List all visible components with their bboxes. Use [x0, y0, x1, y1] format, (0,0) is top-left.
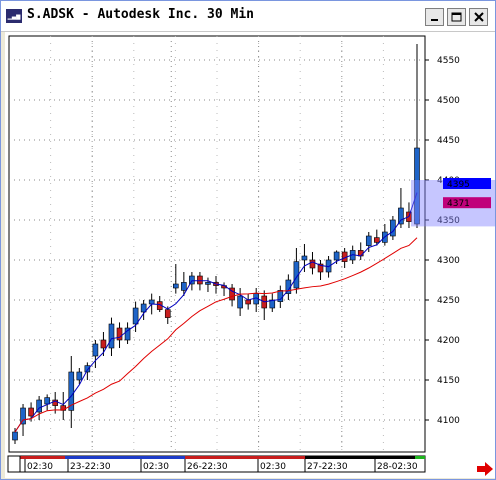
candle-body	[20, 407, 26, 425]
candle-body	[116, 327, 123, 341]
minimize-icon	[430, 19, 438, 21]
close-icon	[473, 12, 484, 22]
candle-body	[229, 287, 235, 301]
candle-body	[269, 299, 276, 309]
candle-body	[173, 283, 179, 289]
candle-body	[68, 371, 75, 411]
time-axis-color-bar	[185, 456, 305, 459]
candle-body	[398, 207, 404, 225]
candle-body	[301, 255, 308, 261]
y-tick-label: 4150	[437, 376, 460, 386]
candle-body	[92, 343, 99, 357]
time-axis-color-bar	[9, 456, 65, 459]
time-axis-color-bar	[65, 456, 185, 459]
ma-fast-line	[14, 192, 418, 433]
candle-body	[205, 282, 211, 285]
price-chart[interactable]: 4100415042004250430043504400445045004550…	[5, 32, 495, 478]
candle-body	[28, 407, 34, 417]
candle-body	[100, 339, 107, 349]
ma-slow-line	[14, 237, 418, 433]
candle-body	[132, 307, 139, 325]
candle-body	[148, 299, 155, 305]
candle-body	[181, 282, 187, 291]
y-tick-label: 4500	[437, 96, 460, 106]
y-tick-label: 4300	[437, 256, 460, 266]
candle-body	[140, 303, 147, 313]
candle-body	[164, 309, 171, 318]
y-tick-label: 4450	[437, 136, 460, 146]
candle-body	[414, 147, 420, 225]
time-label: 02:30	[260, 462, 286, 472]
time-axis-color-bar	[305, 456, 415, 459]
candle-body	[309, 259, 316, 269]
candle-body	[124, 327, 131, 341]
candle-body	[108, 323, 115, 349]
close-button[interactable]	[469, 8, 488, 26]
last-price-red-label: 4371	[447, 199, 470, 209]
candle-body	[197, 275, 203, 285]
maximize-button[interactable]	[447, 8, 466, 26]
last-price-blue-label: 4395	[447, 180, 470, 190]
candle-body	[365, 235, 372, 246]
candle-body	[237, 295, 243, 309]
chart-area[interactable]: 4100415042004250430043504400445045004550…	[5, 32, 495, 478]
maximize-icon	[451, 12, 462, 22]
last-price-blue-label-bg	[443, 178, 491, 189]
candle-body	[44, 397, 50, 405]
candle-body	[390, 219, 396, 237]
y-tick-label: 4250	[437, 296, 460, 306]
time-label: 23-22:30	[70, 462, 111, 472]
scroll-right-arrow-icon[interactable]	[477, 462, 493, 476]
y-tick-label: 4200	[437, 336, 460, 346]
candle-body	[293, 261, 300, 289]
scroll-box	[7, 455, 21, 473]
candle-body	[52, 399, 59, 406]
time-label: 02:30	[143, 462, 169, 472]
candle-body	[36, 399, 42, 413]
candle-body	[76, 371, 83, 381]
candle-body	[333, 251, 340, 261]
minimize-button[interactable]	[425, 8, 444, 26]
time-label: 02:30	[27, 462, 53, 472]
candle-body	[317, 263, 324, 273]
last-price-red-label-bg	[443, 197, 491, 209]
candle-body	[245, 299, 251, 305]
y-tick-label: 4350	[437, 216, 460, 226]
time-label: 27-22:30	[307, 462, 348, 472]
candle-body	[357, 250, 364, 257]
y-tick-label: 4100	[437, 416, 460, 426]
time-label: 26-22:30	[187, 462, 228, 472]
y-tick-label: 4550	[437, 56, 460, 66]
candle-body	[12, 431, 18, 441]
candle-body	[189, 275, 195, 285]
window-title: S.ADSK - Autodesk Inc. 30 Min	[27, 7, 254, 22]
time-label: 28-02:30	[377, 462, 418, 472]
candle-body	[84, 365, 91, 373]
chart-app-icon[interactable]: ▁▃▅	[6, 9, 22, 23]
time-axis-color-bar	[415, 456, 425, 459]
title-bar[interactable]: ▁▃▅ S.ADSK - Autodesk Inc. 30 Min	[1, 1, 495, 32]
candle-body	[373, 237, 380, 243]
